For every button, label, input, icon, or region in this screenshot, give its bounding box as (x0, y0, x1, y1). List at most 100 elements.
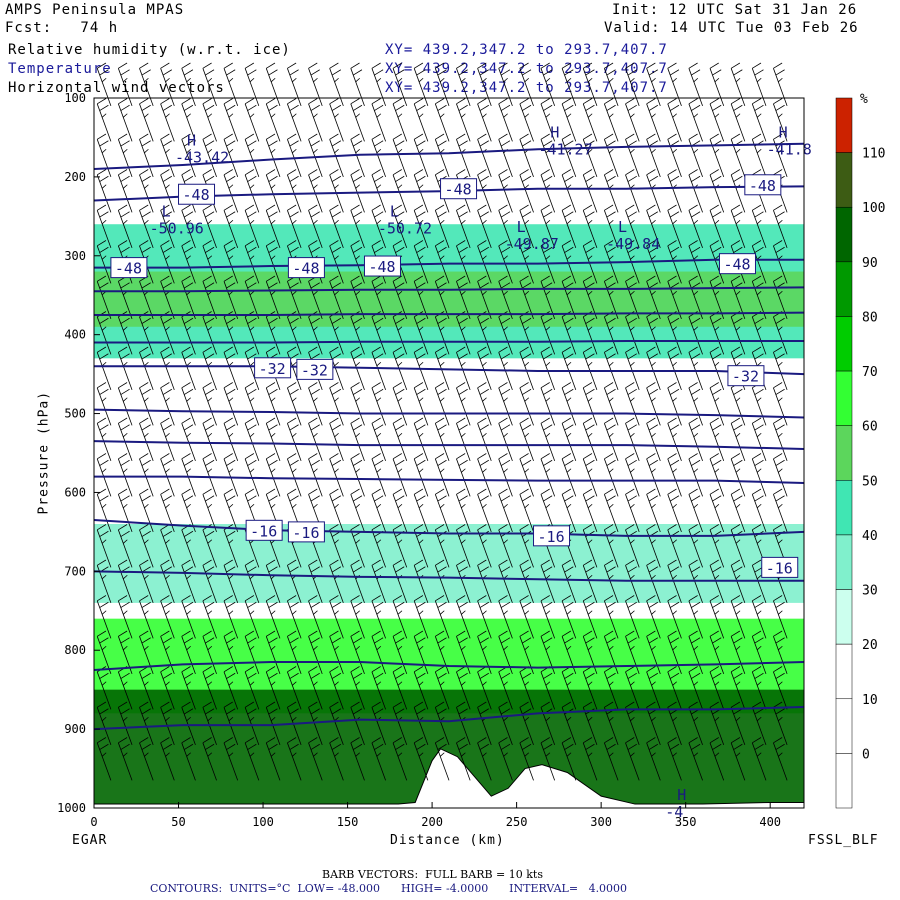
contour-label: -48 (723, 256, 750, 274)
wind-barb (751, 204, 767, 249)
wind-barb (498, 62, 513, 107)
x-tick-label: 400 (759, 815, 781, 829)
wind-barb (751, 98, 767, 142)
wind-barb (540, 62, 556, 107)
wind-barb (561, 488, 577, 533)
wind-barb (181, 62, 196, 107)
colorbar-swatch (835, 534, 853, 590)
wind-barb (117, 488, 133, 533)
wind-barb (244, 98, 260, 142)
wind-barb (456, 275, 471, 320)
wind-barb (625, 737, 640, 781)
temperature-contour (93, 408, 805, 419)
wind-barb (308, 595, 323, 639)
extremum-value: -41.8 (767, 140, 812, 158)
wind-barb (773, 737, 788, 781)
wind-barb (265, 595, 281, 639)
x-tick-label: 200 (421, 815, 443, 829)
wind-barb (667, 240, 682, 284)
wind-barb (540, 595, 556, 639)
wind-barb (688, 98, 703, 142)
wind-barb (117, 382, 133, 426)
wind-barb (582, 240, 598, 284)
plot-frame (93, 97, 805, 809)
wind-barb (625, 453, 640, 497)
wind-barb (287, 630, 302, 675)
wind-barb (667, 630, 682, 675)
x-tick-label: 50 (171, 815, 185, 829)
wind-barb (730, 62, 746, 107)
wind-barb (477, 311, 492, 355)
wind-barb (117, 595, 133, 639)
field-temp-xy: XY= 439.2,347.2 to 293.7,407.7 (385, 61, 668, 77)
wind-barb (773, 666, 788, 710)
wind-barb (223, 417, 239, 462)
wind-barb (519, 62, 534, 107)
colorbar-swatch (835, 480, 853, 536)
wind-barb (561, 737, 577, 781)
contour-label: -16 (538, 528, 565, 546)
wind-barb (202, 62, 217, 107)
wind-barb (265, 666, 281, 710)
wind-barb (625, 240, 640, 284)
wind-barb (96, 595, 112, 639)
wind-barb (625, 488, 640, 533)
wind-barb (96, 524, 112, 568)
wind-barb (350, 204, 365, 249)
contour-label-box (287, 257, 325, 279)
wind-barb (392, 62, 408, 107)
wind-barb (540, 666, 556, 710)
wind-barb (456, 382, 471, 426)
wind-barb (519, 169, 534, 213)
wind-barb (308, 453, 323, 497)
x-tick-label: 150 (337, 815, 359, 829)
wind-barb (667, 559, 682, 604)
colorbar-level-label: 90 (862, 256, 878, 271)
y-tick-label: 800 (64, 643, 86, 657)
wind-barb (223, 737, 239, 781)
wind-barb (667, 453, 682, 497)
wind-barb (667, 204, 682, 249)
wind-barb (603, 737, 619, 781)
wind-barb (709, 453, 725, 497)
wind-barb (667, 382, 682, 426)
wind-barb (709, 204, 725, 249)
wind-barb (561, 559, 577, 604)
wind-barb (413, 488, 429, 533)
wind-barb (709, 240, 725, 284)
wind-barb (540, 311, 556, 355)
y-tick-label: 600 (64, 485, 86, 499)
wind-barb (371, 133, 386, 178)
contour-label-box (363, 255, 401, 277)
wind-barb (96, 204, 112, 249)
wind-barb (160, 240, 175, 284)
wind-barb (434, 595, 450, 639)
extremum-marker: H (677, 786, 686, 804)
wind-barb (434, 701, 450, 746)
wind-barb (646, 453, 661, 497)
wind-barb (434, 488, 450, 533)
wind-barb (519, 204, 534, 249)
wind-barb (751, 240, 767, 284)
wind-barb (350, 595, 365, 639)
wind-barb (603, 133, 619, 178)
wind-barb (625, 666, 640, 710)
wind-barb (392, 133, 408, 178)
wind-barb (625, 346, 640, 391)
contour-label: -32 (259, 360, 286, 378)
wind-barb (751, 488, 767, 533)
colorbar-swatch (835, 698, 853, 754)
colorbar-swatch (835, 152, 853, 208)
wind-barb (667, 417, 682, 462)
wind-barb (244, 595, 260, 639)
wind-barb (582, 275, 598, 320)
wind-barb (456, 488, 471, 533)
wind-barb (603, 62, 619, 107)
wind-barb (709, 382, 725, 426)
axis-layer: 0 50 100 150 200 250 300 350 400 100 200 300 400 500 6… (57, 91, 805, 829)
wind-barb (392, 275, 408, 320)
wind-barb (477, 275, 492, 320)
wind-barb (751, 453, 767, 497)
wind-barb (308, 630, 323, 675)
